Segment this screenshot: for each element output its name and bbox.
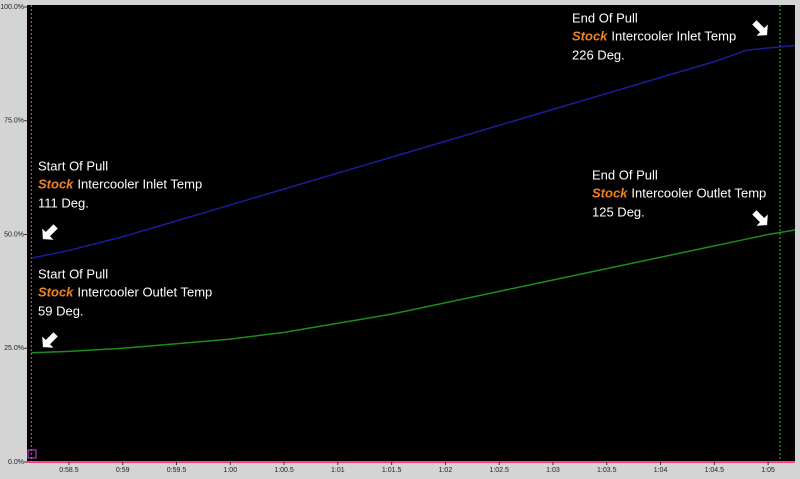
series-line (31, 44, 796, 259)
annotation-brand: Stock (38, 285, 74, 300)
y-tick-label: 100.0% (0, 4, 24, 11)
annotation-brand: Stock (572, 29, 608, 44)
annotation-brand: Stock (38, 177, 74, 192)
y-tick-label: 50.0% (4, 231, 24, 238)
annotation-label: Stock Intercooler Inlet Temp (572, 29, 736, 44)
annotation-brand: Stock (592, 186, 628, 201)
x-tick-label: 1:04 (654, 467, 668, 474)
x-tick-label: 1:05 (761, 467, 775, 474)
annotation-text: Intercooler Inlet Temp (77, 177, 202, 192)
arrow (42, 332, 58, 348)
arrow (752, 20, 768, 36)
annotation-title: Start Of Pull (38, 158, 108, 173)
plot-area (27, 5, 795, 463)
annotation-value: 59 Deg. (38, 303, 84, 318)
series-line (31, 229, 796, 354)
x-tick-label: 1:03 (546, 467, 560, 474)
x-tick-label: 1:02 (439, 467, 453, 474)
annotation-label: Stock Intercooler Inlet Temp (38, 177, 202, 192)
annotation-label: Stock Intercooler Outlet Temp (592, 186, 766, 201)
x-tick-label: 1:00.5 (274, 467, 294, 474)
y-tick-label: 25.0% (4, 345, 24, 352)
annotation-text: Intercooler Inlet Temp (611, 29, 736, 44)
cursor-handle (27, 449, 37, 459)
arrow (752, 210, 768, 226)
x-tick-label: 0:59 (116, 467, 130, 474)
x-tick-label: 1:01 (331, 467, 345, 474)
annotation-value: 125 Deg. (592, 204, 645, 219)
x-tick-label: 0:58.5 (59, 467, 79, 474)
x-tick-label: 1:00 (223, 467, 237, 474)
annotation-value: 226 Deg. (572, 47, 625, 62)
x-tick-label: 1:01.5 (382, 467, 402, 474)
y-tick-label: 75.0% (4, 118, 24, 125)
arrow (42, 224, 58, 240)
x-tick-label: 1:04.5 (705, 467, 725, 474)
x-tick-label: 0:59.5 (167, 467, 187, 474)
annotation-label: Stock Intercooler Outlet Temp (38, 285, 212, 300)
annotation-title: End Of Pull (572, 10, 638, 25)
x-tick-label: 1:03.5 (597, 467, 617, 474)
x-tick-label: 1:02.5 (489, 467, 509, 474)
annotation-text: Intercooler Outlet Temp (77, 285, 212, 300)
annotation-value: 111 Deg. (38, 195, 89, 210)
annotation-text: Intercooler Outlet Temp (631, 186, 766, 201)
annotation-title: End Of Pull (592, 167, 658, 182)
y-tick-label: 0.0% (8, 459, 24, 466)
annotation-title: Start Of Pull (38, 266, 108, 281)
